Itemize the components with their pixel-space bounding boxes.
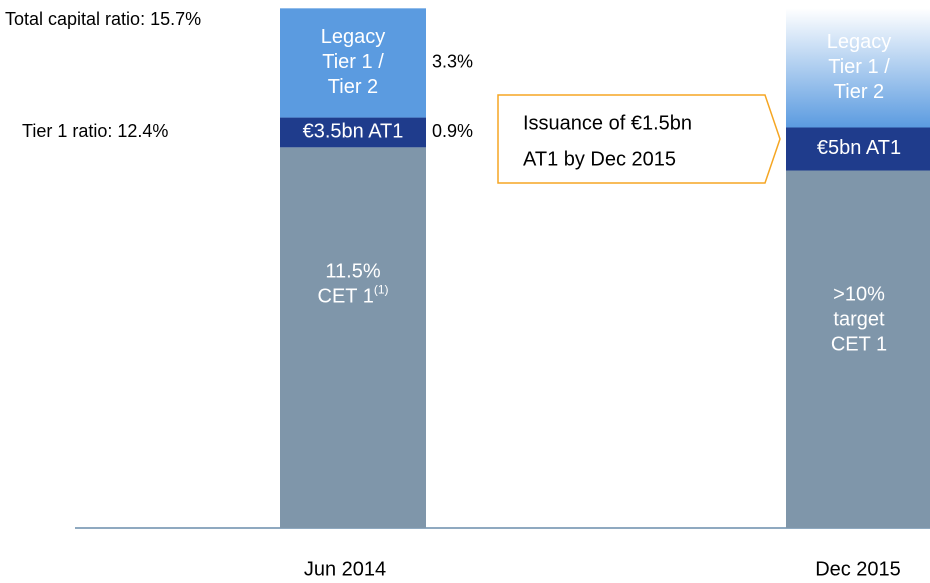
segment-label-text: target <box>833 309 885 331</box>
segment-label-text: Legacy <box>321 26 386 48</box>
callout-text: Issuance of €1.5bn <box>523 112 692 134</box>
annotation: Total capital ratio: 15.7% <box>5 9 201 29</box>
callout-box <box>497 94 781 184</box>
bar-segment <box>786 170 930 528</box>
bar-segment <box>786 8 930 128</box>
segment-label: Tier 2 <box>834 81 884 103</box>
value-label: 3.3% <box>432 52 473 72</box>
segment-label-text: Tier 2 <box>834 81 884 103</box>
x-tick-label: Jun 2014 <box>304 558 386 580</box>
segment-label-text: >10% <box>833 284 885 306</box>
segment-label: €5bn AT1 <box>817 137 901 159</box>
segment-label: >10% <box>833 284 885 306</box>
segment-label-text: Tier 2 <box>328 76 378 98</box>
bar-segment <box>786 127 930 171</box>
footnote-mark: (1) <box>374 283 389 297</box>
annotation: Tier 1 ratio: 12.4% <box>22 121 168 141</box>
segment-label: €3.5bn AT1 <box>303 121 404 143</box>
segment-label-text: Tier 1 / <box>828 56 890 78</box>
x-tick-label: Dec 2015 <box>815 558 901 580</box>
segment-label-text: Tier 1 / <box>322 51 384 73</box>
segment-label: CET 1 <box>831 334 887 356</box>
segment-label-text: €5bn AT1 <box>817 137 901 159</box>
segment-label-text: CET 1 <box>318 286 374 308</box>
segment-label: 11.5% <box>325 261 380 283</box>
segment-label-text: €3.5bn AT1 <box>303 121 404 143</box>
segment-label: Tier 1 / <box>322 51 384 73</box>
segment-label: Legacy <box>827 31 892 53</box>
segment-label-text: CET 1 <box>831 334 887 356</box>
segment-label-text: Legacy <box>827 31 892 53</box>
bar-segment <box>280 147 426 528</box>
callout-text: AT1 by Dec 2015 <box>523 148 676 170</box>
segment-label: target <box>833 309 885 331</box>
bar-segment <box>280 117 426 148</box>
segment-label: Legacy <box>321 26 386 48</box>
segment-label: Tier 1 / <box>828 56 890 78</box>
value-label: 0.9% <box>432 121 473 141</box>
segment-label: CET 1(1) <box>318 283 389 308</box>
segment-label-text: 11.5% <box>325 261 380 283</box>
segment-label: Tier 2 <box>328 76 378 98</box>
bar-segment <box>280 8 426 118</box>
